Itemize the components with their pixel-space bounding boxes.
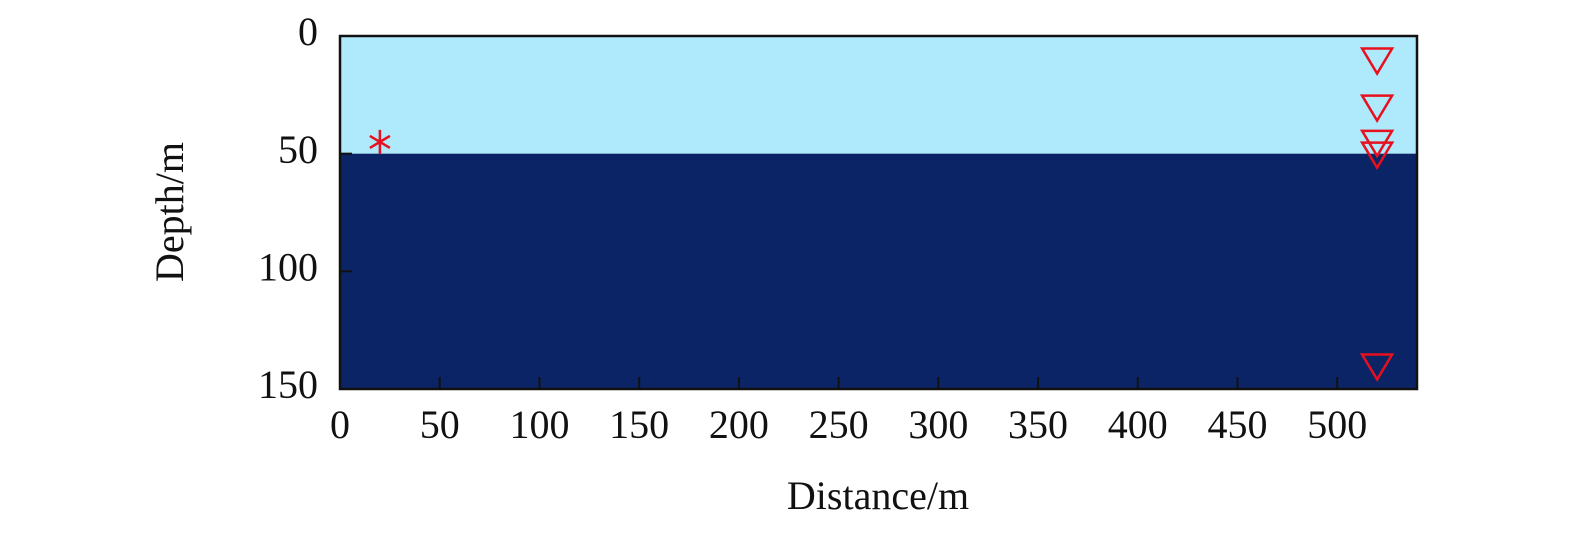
x-tick-label: 50: [420, 402, 460, 447]
layer: [340, 36, 1417, 154]
receiver-marker: [1359, 141, 1395, 171]
x-tick-label: 450: [1208, 402, 1268, 447]
x-tick-label: 150: [609, 402, 669, 447]
y-tick-label: 50: [278, 127, 318, 172]
source-marker: [369, 129, 391, 154]
y-tick-label: 100: [258, 245, 318, 290]
plot-frame: [338, 34, 1419, 391]
receiver-marker: [1359, 47, 1395, 76]
x-axis-label: Distance/m: [787, 473, 969, 518]
x-tick-label: 300: [908, 402, 968, 447]
x-tick-label: 250: [809, 402, 869, 447]
x-tick-label: 350: [1008, 402, 1068, 447]
layer: [340, 153, 1417, 389]
x-tick-label: 100: [509, 402, 569, 447]
receiver-marker: [1359, 353, 1395, 382]
x-tick-label: 400: [1108, 402, 1168, 447]
y-tick-label: 150: [258, 362, 318, 407]
y-tick-label: 0: [298, 9, 318, 54]
y-axis-label: Depth/m: [147, 142, 192, 282]
x-tick-label: 200: [709, 402, 769, 447]
x-tick-label: 0: [330, 402, 350, 447]
receiver-marker: [1359, 94, 1395, 124]
x-tick-label: 500: [1307, 402, 1367, 447]
